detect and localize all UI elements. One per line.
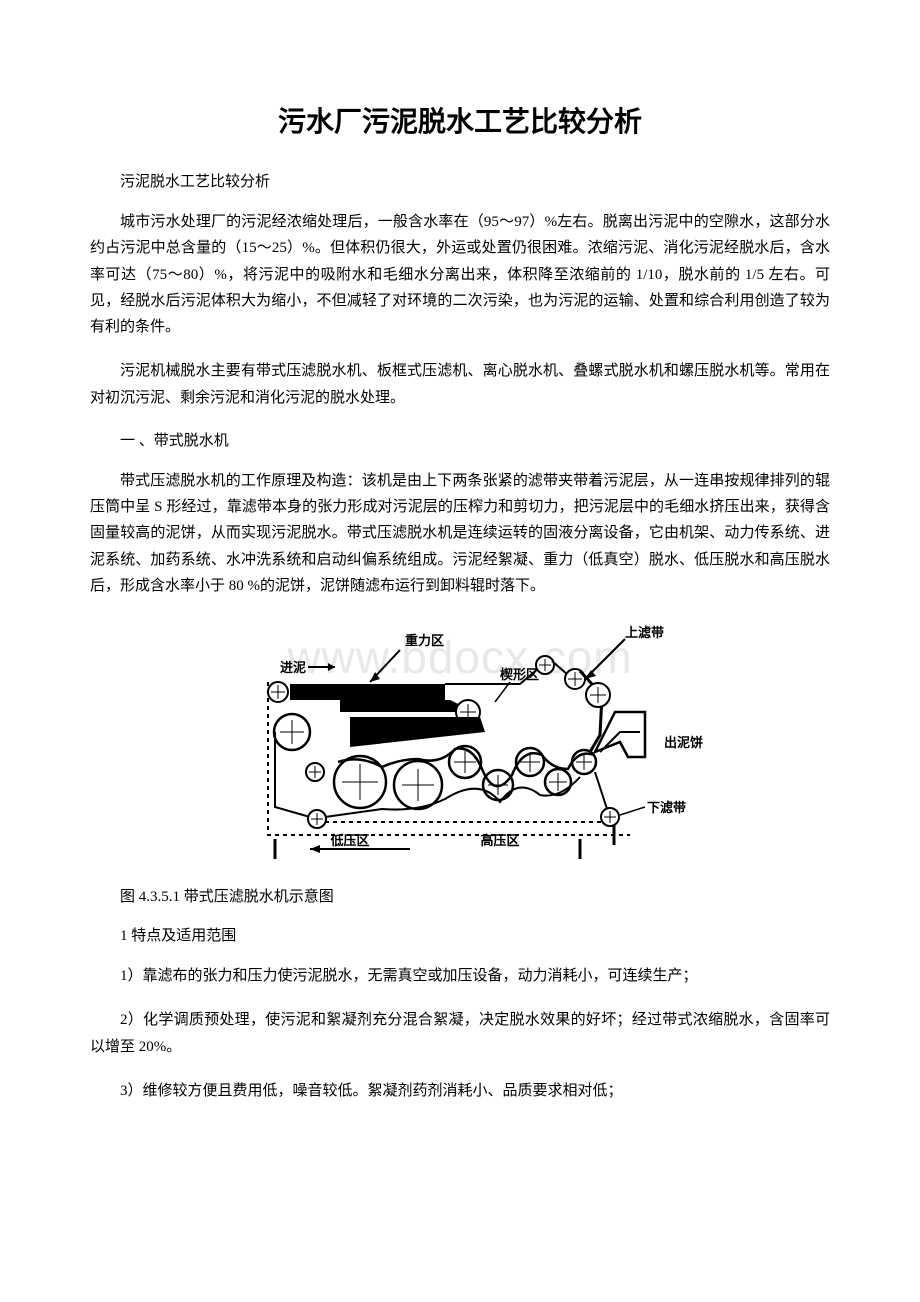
label-cake-out: 出泥饼 xyxy=(664,735,703,750)
label-inlet: 进泥 xyxy=(280,660,306,675)
page-title: 污水厂污泥脱水工艺比较分析 xyxy=(90,100,830,140)
paragraph-2: 污泥机械脱水主要有带式压滤脱水机、板框式压滤机、离心脱水机、叠螺式脱水机和螺压脱… xyxy=(90,358,830,411)
feature-1: 1）靠滤布的张力和压力使污泥脱水，无需真空或加压设备，动力消耗小，可连续生产； xyxy=(90,963,830,989)
label-high-pressure: 高压区 xyxy=(480,833,519,848)
diagram-container: 进泥 重力区 楔形区 上滤带 xyxy=(250,617,710,867)
section-heading-1: 一 、带式脱水机 xyxy=(90,429,830,450)
paragraph-1: 城市污水处理厂的污泥经浓缩处理后，一般含水率在（95～97）%左右。脱离出污泥中… xyxy=(90,209,830,340)
document-page: 污水厂污泥脱水工艺比较分析 污泥脱水工艺比较分析 城市污水处理厂的污泥经浓缩处理… xyxy=(0,0,920,1182)
subtitle: 污泥脱水工艺比较分析 xyxy=(90,170,830,191)
paragraph-3: 带式压滤脱水机的工作原理及构造：该机是由上下两条张紧的滤带夹带着污泥层，从一连串… xyxy=(90,468,830,599)
feature-3: 3）维修较方便且费用低，噪音较低。絮凝剂药剂消耗小、品质要求相对低； xyxy=(90,1078,830,1104)
belt-filter-diagram: 进泥 重力区 楔形区 上滤带 xyxy=(250,617,710,862)
label-gravity: 重力区 xyxy=(405,633,444,648)
label-low-pressure: 低压区 xyxy=(329,833,369,848)
label-upper-belt: 上滤带 xyxy=(625,625,664,640)
label-wedge: 楔形区 xyxy=(500,667,539,682)
features-heading: 1 特点及适用范围 xyxy=(90,924,830,945)
feature-2: 2）化学调质预处理，使污泥和絮凝剂充分混合絮凝，决定脱水效果的好坏；经过带式浓缩… xyxy=(90,1007,830,1060)
label-lower-belt: 下滤带 xyxy=(647,800,686,815)
diagram-caption: 图 4.3.5.1 带式压滤脱水机示意图 xyxy=(90,885,830,906)
